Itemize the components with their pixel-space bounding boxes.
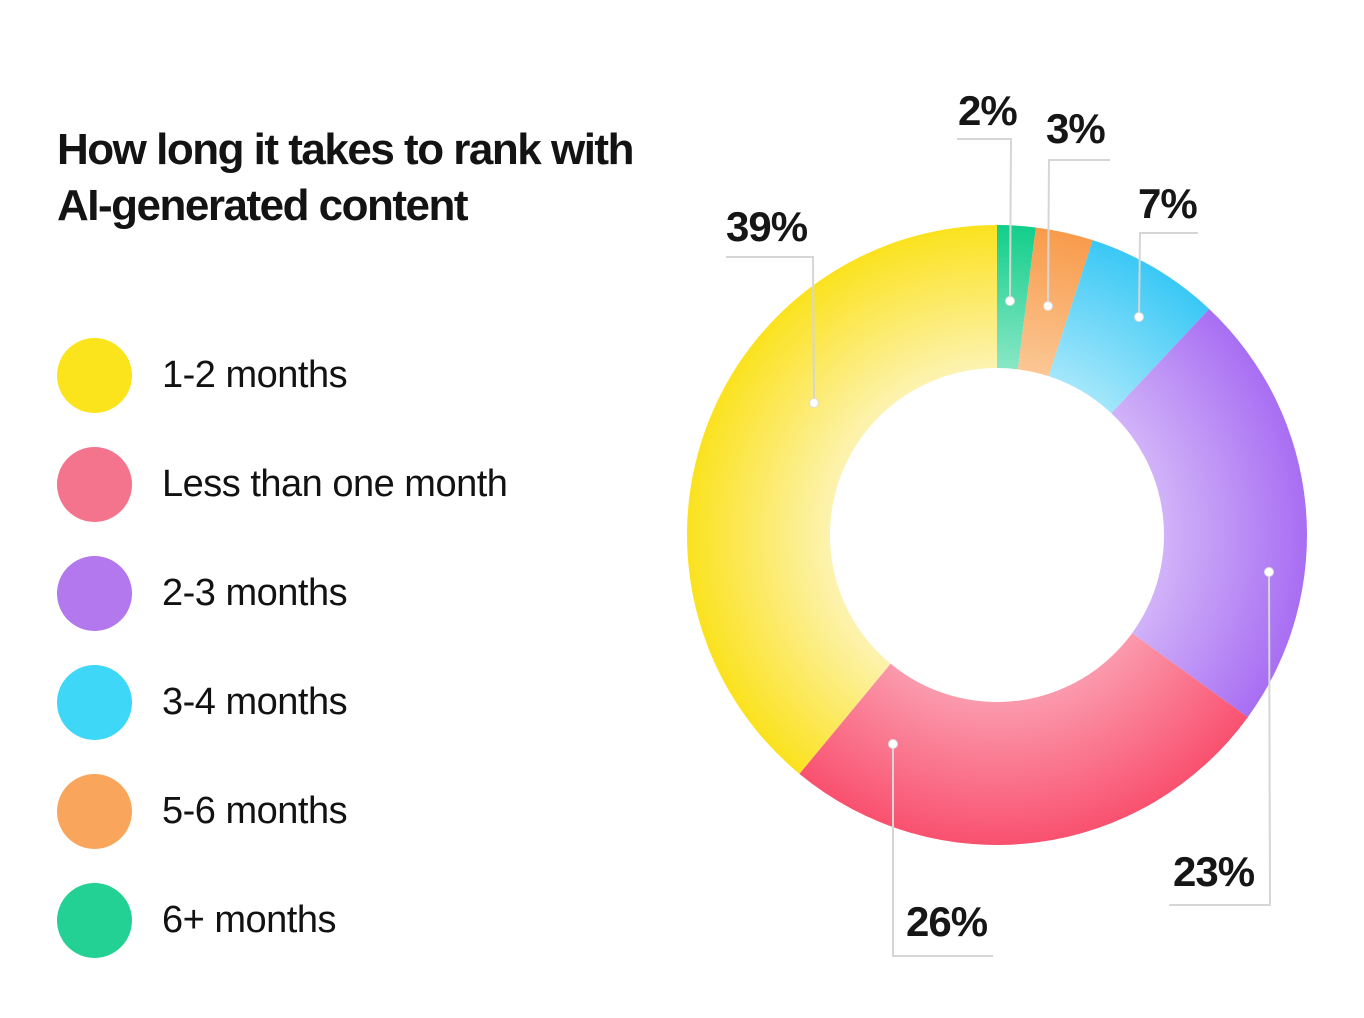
donut-slice-2-3-months — [1111, 309, 1308, 718]
leader-dot-5-6-months — [1043, 301, 1053, 311]
leader-dot-2-3-months — [1264, 567, 1274, 577]
donut-slice-3-4-months — [1048, 240, 1210, 414]
leader-line-2-3-months — [1169, 571, 1272, 906]
donut-slice-6-months — [997, 225, 1036, 370]
legend-color-dot-1-2-months — [57, 338, 132, 413]
leader-line-3-4-months — [1138, 232, 1198, 318]
legend-item-2-3-months: 2-3 months — [57, 556, 507, 631]
legend-item-6-months: 6+ months — [57, 883, 507, 958]
leader-dot-less-than-one-month — [888, 739, 898, 749]
legend-label-1-2-months: 1-2 months — [162, 354, 348, 396]
legend-label-3-4-months: 3-4 months — [162, 681, 348, 723]
chart-legend: 1-2 months Less than one month 2-3 months 3… — [57, 338, 508, 992]
leader-dot-1-2-months — [809, 398, 819, 408]
legend-label-2-3-months: 2-3 months — [162, 572, 348, 614]
leader-dot-3-4-months — [1134, 312, 1144, 322]
donut-slice-5-6-months — [1017, 227, 1093, 377]
chart-title: How long it takes to rank with AI-genera… — [57, 125, 634, 230]
donut-slice-less-than-one-month — [799, 633, 1248, 846]
leader-dot-6-months — [1005, 296, 1015, 306]
legend-color-dot-2-3-months — [57, 556, 132, 631]
legend-label-6-months: 6+ months — [162, 899, 337, 941]
legend-label-less-than-one-month: Less than one month — [162, 463, 508, 505]
legend-color-dot-3-4-months — [57, 665, 132, 740]
leader-line-6-months — [957, 138, 1013, 302]
leader-line-less-than-one-month — [892, 744, 993, 957]
leader-line-5-6-months — [1047, 159, 1110, 307]
legend-item-less-than-one-month: Less than one month — [57, 447, 508, 522]
legend-item-5-6-months: 5-6 months — [57, 774, 507, 849]
donut-slice-1-2-months — [687, 225, 997, 774]
legend-item-3-4-months: 3-4 months — [57, 665, 507, 740]
legend-color-dot-6-months — [57, 883, 132, 958]
legend-item-1-2-months: 1-2 months — [57, 338, 507, 413]
legend-label-5-6-months: 5-6 months — [162, 790, 348, 832]
legend-color-dot-5-6-months — [57, 774, 132, 849]
legend-color-dot-less-than-one-month — [57, 447, 132, 522]
leader-line-1-2-months — [726, 256, 815, 404]
